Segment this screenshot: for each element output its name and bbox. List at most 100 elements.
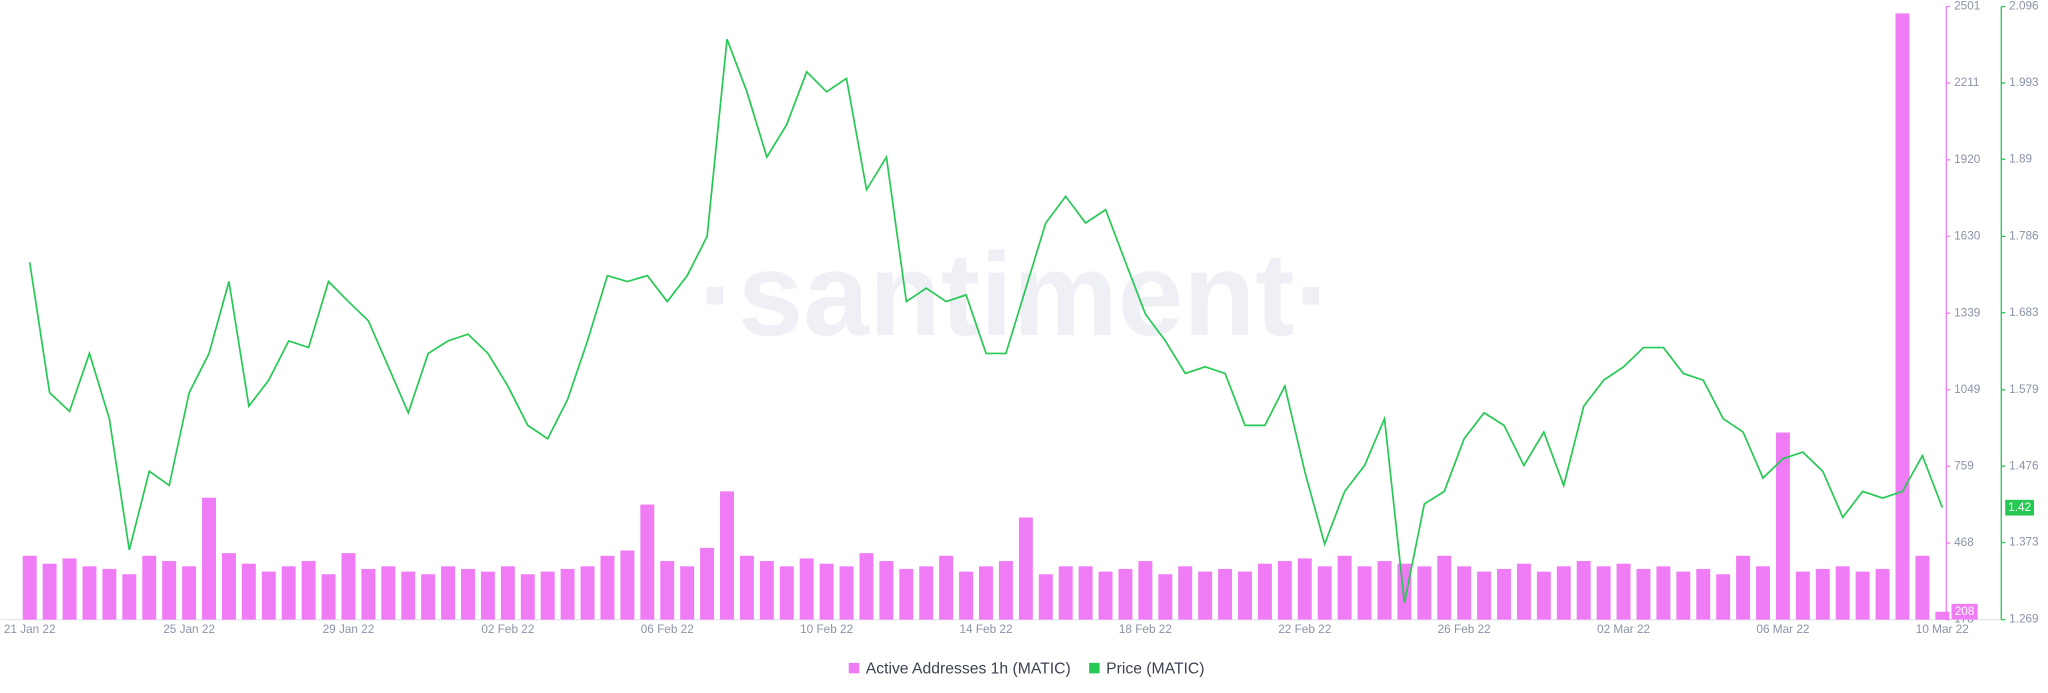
price-line — [28, 38, 1944, 603]
bar — [959, 571, 974, 620]
watermark: ·santiment· — [698, 228, 1333, 360]
bar — [1158, 574, 1173, 620]
x-tick-label: 29 Jan 22 — [323, 623, 375, 636]
bar — [1636, 568, 1651, 620]
x-tick-label: 26 Feb 22 — [1438, 623, 1491, 636]
bar — [341, 553, 356, 620]
bar — [1118, 568, 1133, 620]
x-tick-label: 14 Feb 22 — [959, 623, 1012, 636]
y-tick-label: 1049 — [1954, 383, 1980, 396]
bar — [1277, 561, 1292, 620]
bar — [1576, 561, 1591, 620]
legend-swatch — [1089, 662, 1100, 674]
bar — [221, 553, 236, 620]
bar — [441, 566, 456, 620]
bar — [480, 571, 495, 620]
bar — [1038, 574, 1053, 620]
bar — [660, 561, 675, 620]
bar — [799, 558, 814, 620]
y-tick-label: 759 — [1954, 459, 1974, 472]
bar — [520, 574, 535, 620]
y2-tick-label: 1.579 — [2009, 383, 2038, 396]
bar — [560, 568, 575, 620]
y2-tick-label: 1.993 — [2009, 76, 2039, 89]
bar — [839, 566, 854, 620]
bar — [540, 571, 555, 620]
y-tick-label: 2501 — [1954, 0, 1980, 13]
bar — [700, 547, 715, 620]
bar — [162, 561, 177, 620]
bar — [1596, 566, 1611, 620]
y2-tick-label: 1.373 — [2009, 536, 2039, 549]
legend: Active Addresses 1h (MATIC) Price (MATIC) — [848, 661, 1205, 678]
bar — [1437, 555, 1452, 620]
bar — [1756, 566, 1770, 620]
last-value-badge — [1951, 603, 1978, 620]
bar — [1616, 563, 1631, 620]
bar — [1676, 571, 1691, 620]
bar — [1536, 571, 1551, 620]
bar — [1257, 563, 1272, 620]
bar — [580, 566, 595, 620]
x-tick-label: 25 Jan 22 — [163, 623, 215, 636]
bar — [1238, 571, 1252, 620]
bar — [1357, 566, 1372, 620]
x-tick-label: 10 Mar 22 — [1916, 623, 1969, 636]
bar — [979, 566, 993, 620]
bar — [1377, 561, 1392, 620]
bar — [1835, 566, 1850, 620]
bar — [1516, 563, 1531, 620]
bar — [182, 566, 197, 620]
bar — [1138, 561, 1153, 620]
last-value-label: 1.42 — [2008, 501, 2031, 514]
x-tick-label: 02 Mar 22 — [1597, 623, 1650, 636]
bar — [1795, 571, 1810, 620]
bar — [1317, 566, 1332, 620]
y2-tick-label: 2.096 — [2009, 0, 2039, 13]
bar — [600, 555, 615, 620]
bar — [1218, 568, 1233, 620]
bar — [739, 555, 754, 620]
bar — [899, 568, 914, 620]
bar — [819, 563, 834, 620]
bar — [281, 566, 296, 620]
bar — [859, 553, 874, 620]
bar — [241, 563, 256, 620]
bar — [779, 566, 794, 620]
bar — [620, 550, 635, 620]
bar — [1178, 566, 1193, 620]
bar — [22, 555, 37, 620]
y2-tick-label: 1.476 — [2009, 459, 2039, 472]
y2-tick-label: 1.269 — [2009, 613, 2038, 626]
bar — [202, 497, 216, 620]
bar — [1875, 568, 1890, 620]
bar — [102, 568, 117, 620]
bar — [321, 574, 336, 620]
bar — [1736, 555, 1751, 620]
last-value-label: 208 — [1955, 605, 1975, 618]
bar — [1098, 571, 1113, 620]
y-tick-label: 1339 — [1954, 306, 1980, 319]
bar — [381, 566, 396, 620]
bar — [1915, 555, 1930, 620]
legend-label: Active Addresses 1h (MATIC) — [866, 661, 1071, 678]
x-tick-label: 10 Feb 22 — [800, 623, 853, 636]
bar — [1556, 566, 1571, 620]
bar — [1417, 566, 1432, 620]
y2-tick-label: 1.89 — [2009, 152, 2032, 165]
bar — [261, 571, 276, 620]
bar — [1497, 568, 1511, 620]
bar — [759, 561, 774, 620]
bar — [1935, 611, 1950, 620]
bar — [461, 568, 475, 620]
x-tick-label: 22 Feb 22 — [1278, 623, 1331, 636]
bar — [500, 566, 515, 620]
bar — [62, 558, 77, 620]
y-tick-label: 2211 — [1954, 76, 1979, 89]
legend-swatch — [848, 662, 860, 674]
x-tick-label: 21 Jan 22 — [4, 623, 56, 636]
bar — [879, 561, 894, 620]
bar — [1815, 568, 1830, 620]
